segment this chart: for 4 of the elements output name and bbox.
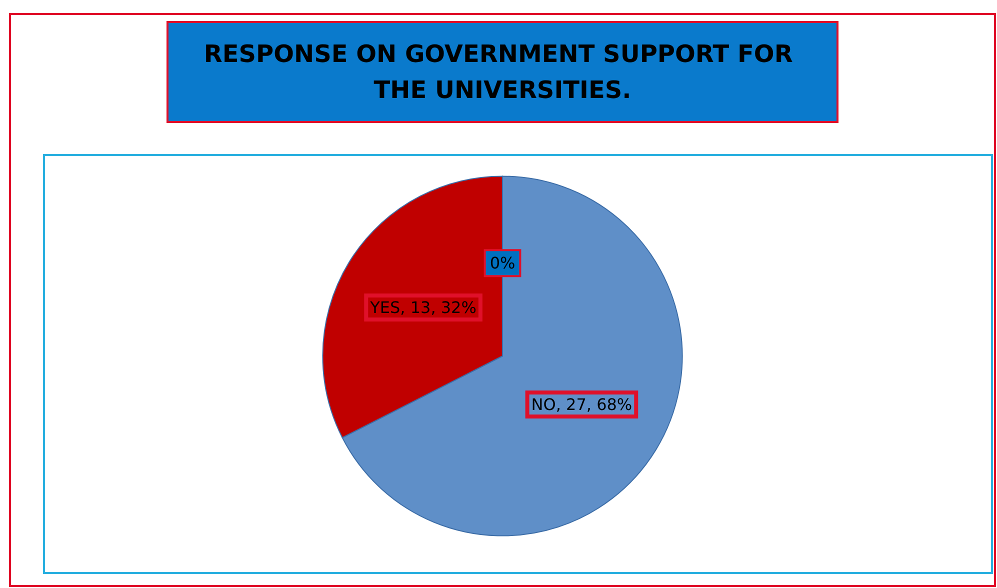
slice-label: YES, 13, 32%	[369, 298, 476, 317]
chart-title: RESPONSE ON GOVERNMENT SUPPORT FOR THE UNIVERSITIES.	[204, 40, 802, 104]
text: 0%	[490, 254, 516, 273]
slice-label: NO, 27, 68%	[531, 395, 632, 414]
